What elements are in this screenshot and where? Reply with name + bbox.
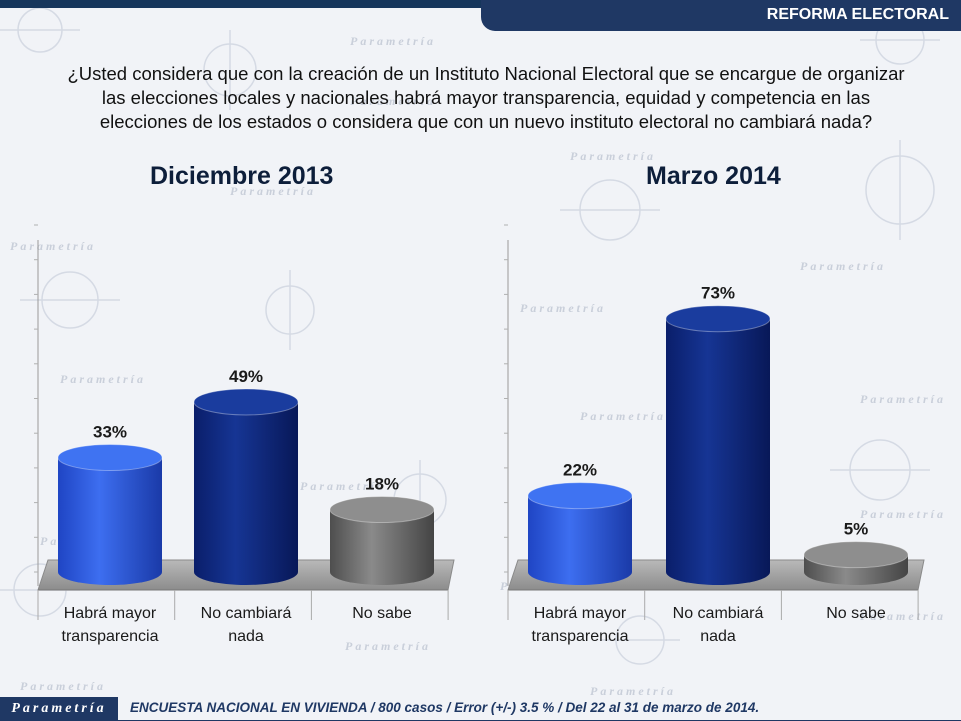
category-label: Habrá mayor [534,605,627,622]
parametria-logo: Parametría [0,697,118,721]
bar-body [330,509,434,585]
bar-top [803,541,909,569]
category-label: No cambiará [201,605,292,622]
data-label: 49% [229,367,263,386]
top-bar [0,0,961,8]
data-label: 18% [365,475,399,494]
question-line-1: ¿Usted considera que con la creación de … [67,63,905,84]
category-label: No sabe [352,605,412,622]
survey-question: ¿Usted considera que con la creación de … [50,62,922,134]
chart-title-right: Marzo 2014 [646,162,781,190]
category-label: nada [228,628,264,645]
question-line-2: las elecciones locales y nacionales habr… [101,87,871,108]
survey-footnote: ENCUESTA NACIONAL EN VIVIENDA / 800 caso… [130,700,760,715]
question-line-3: elecciones de los estados o considera qu… [99,111,873,132]
data-label: 22% [563,461,597,480]
chart-title-left: Diciembre 2013 [150,162,334,190]
bar-top [57,443,163,471]
bar-body [666,318,770,585]
data-label: 33% [93,422,127,441]
bar-top [329,496,435,524]
category-label: No cambiará [673,605,764,622]
bar-body [528,495,632,585]
bar-body [58,457,162,585]
bar-top [527,482,633,510]
bar-top [193,388,299,416]
bar-charts: 33% Habrá mayor transparencia 49% No cambiar… [34,224,925,645]
category-label: transparencia [62,628,159,645]
section-title: REFORMA ELECTORAL [766,6,949,23]
category-label: nada [700,628,736,645]
data-label: 5% [844,520,869,539]
category-label: Habrá mayor [64,605,157,622]
category-label: transparencia [532,628,629,645]
bar-body [194,401,298,585]
section-header: REFORMA ELECTORAL [481,0,961,31]
footer: Parametría ENCUESTA NACIONAL EN VIVIENDA… [0,697,961,721]
bar-top [665,305,771,333]
category-label: No sabe [826,605,886,622]
data-label: 73% [701,284,735,303]
